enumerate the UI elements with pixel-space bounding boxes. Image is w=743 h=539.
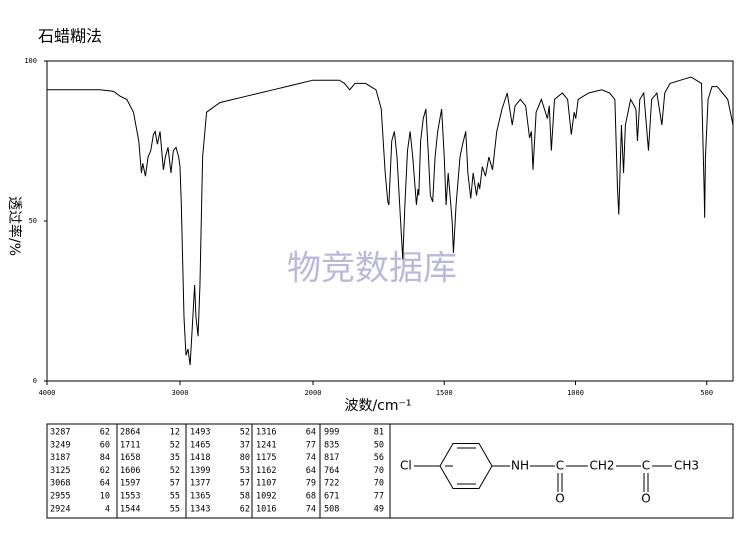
peak-intensity: 4	[105, 504, 110, 514]
peak-intensity: 50	[374, 440, 384, 450]
peak-intensity: 53	[240, 466, 250, 476]
structure-label: C	[556, 459, 564, 473]
x-tick-label: 4000	[39, 389, 56, 397]
peak-wavenumber: 508	[324, 504, 339, 514]
peak-wavenumber: 3068	[50, 479, 70, 489]
peak-wavenumber: 835	[324, 440, 339, 450]
peak-wavenumber: 671	[324, 492, 339, 502]
peak-wavenumber: 1241	[256, 440, 276, 450]
structure-label: C	[642, 459, 650, 473]
peak-intensity: 12	[170, 428, 180, 438]
peak-intensity: 62	[100, 466, 110, 476]
peak-wavenumber: 1418	[190, 453, 210, 463]
peak-wavenumber: 722	[324, 479, 339, 489]
x-tick-label: 1500	[436, 389, 453, 397]
peak-wavenumber: 2864	[120, 428, 140, 438]
peak-wavenumber: 1553	[120, 492, 140, 502]
peak-wavenumber: 1316	[256, 428, 276, 438]
structure	[414, 443, 672, 492]
peak-intensity: 77	[374, 492, 384, 502]
peak-wavenumber: 1107	[256, 479, 276, 489]
peak-intensity: 60	[100, 440, 110, 450]
peak-intensity: 57	[170, 479, 180, 489]
peak-wavenumber: 3249	[50, 440, 70, 450]
peak-intensity: 49	[374, 504, 384, 514]
peak-wavenumber: 1343	[190, 504, 210, 514]
peak-wavenumber: 1016	[256, 504, 276, 514]
peak-intensity: 70	[374, 466, 384, 476]
peak-intensity: 74	[306, 453, 316, 463]
peak-wavenumber: 2955	[50, 492, 70, 502]
peak-wavenumber: 1377	[190, 479, 210, 489]
plot-frame	[46, 60, 734, 382]
y-axis-label: 透过率/%	[6, 196, 23, 256]
y-tick-label: 0	[33, 377, 37, 385]
peak-intensity: 80	[240, 453, 250, 463]
peak-intensity: 64	[306, 466, 316, 476]
peak-wavenumber: 1175	[256, 453, 276, 463]
structure-label: O	[555, 492, 564, 506]
peak-intensity: 37	[240, 440, 250, 450]
peak-intensity: 68	[306, 492, 316, 502]
peak-wavenumber: 764	[324, 466, 339, 476]
peak-intensity: 35	[170, 453, 180, 463]
peak-wavenumber: 1465	[190, 440, 210, 450]
peak-intensity: 55	[170, 492, 180, 502]
peak-wavenumber: 1597	[120, 479, 140, 489]
y-tick-label: 100	[24, 57, 37, 65]
peak-intensity: 52	[170, 440, 180, 450]
structure-label: O	[641, 492, 650, 506]
x-tick-label: 3000	[172, 389, 189, 397]
peak-wavenumber: 1162	[256, 466, 276, 476]
x-tick-label: 1000	[567, 389, 584, 397]
peak-wavenumber: 1399	[190, 466, 210, 476]
peak-wavenumber: 3187	[50, 453, 70, 463]
peak-wavenumber: 1711	[120, 440, 140, 450]
peak-intensity: 64	[306, 428, 316, 438]
peak-intensity: 74	[306, 504, 316, 514]
peak-intensity: 64	[100, 479, 110, 489]
peak-intensity: 52	[170, 466, 180, 476]
structure-label: Cl	[400, 459, 412, 473]
structure-label: CH2	[589, 459, 614, 473]
peak-intensity: 56	[374, 453, 384, 463]
peak-wavenumber: 3287	[50, 428, 70, 438]
peak-wavenumber: 1493	[190, 428, 210, 438]
watermark: 物竞数据库	[287, 249, 457, 289]
peak-wavenumber: 3125	[50, 466, 70, 476]
peak-intensity: 77	[306, 440, 316, 450]
peak-wavenumber: 1092	[256, 492, 276, 502]
peak-intensity: 79	[306, 479, 316, 489]
peak-intensity: 62	[240, 504, 250, 514]
peak-intensity: 81	[374, 428, 384, 438]
spectrum-line	[47, 76, 734, 366]
peak-intensity: 84	[100, 453, 110, 463]
peak-intensity: 55	[170, 504, 180, 514]
peak-intensity: 57	[240, 479, 250, 489]
peak-wavenumber: 2924	[50, 504, 70, 514]
x-axis-label: 波数/cm⁻¹	[344, 398, 411, 414]
peak-intensity: 52	[240, 428, 250, 438]
peak-wavenumber: 1658	[120, 453, 140, 463]
structure-label: NH	[511, 459, 529, 473]
peak-intensity: 62	[100, 428, 110, 438]
peak-intensity: 10	[100, 492, 110, 502]
peak-wavenumber: 1365	[190, 492, 210, 502]
peak-intensity: 58	[240, 492, 250, 502]
chart-title: 石蜡糊法	[38, 27, 102, 46]
peak-wavenumber: 817	[324, 453, 339, 463]
structure-label: CH3	[674, 459, 699, 473]
y-tick-label: 50	[29, 217, 37, 225]
peak-intensity: 70	[374, 479, 384, 489]
x-tick-label: 2000	[305, 389, 322, 397]
x-tick-label: 500	[700, 389, 713, 397]
peak-wavenumber: 999	[324, 428, 339, 438]
peak-wavenumber: 1606	[120, 466, 140, 476]
peak-wavenumber: 1544	[120, 504, 140, 514]
